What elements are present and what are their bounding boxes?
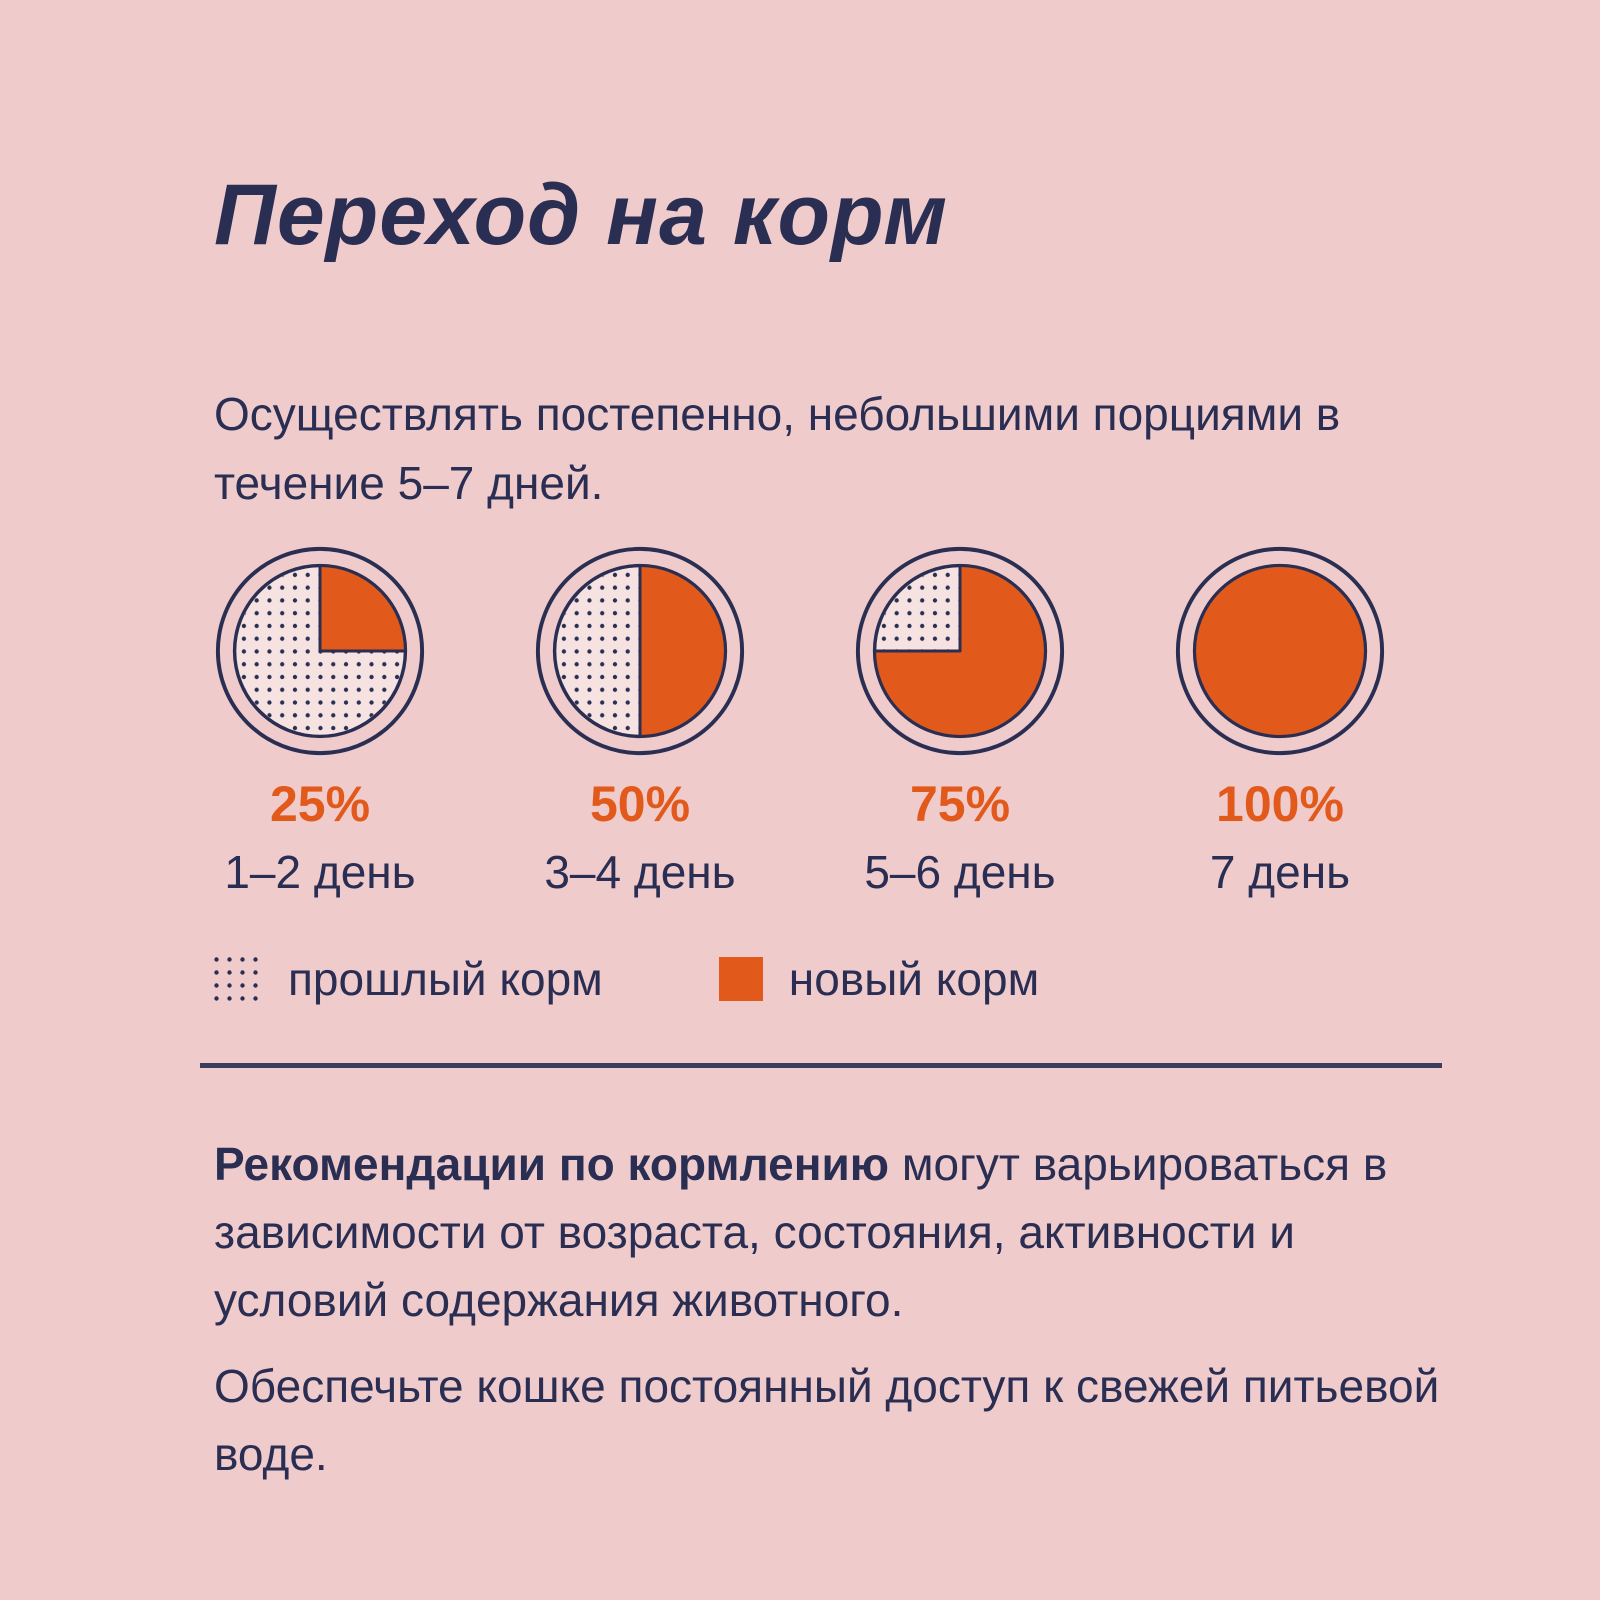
step-days-label: 3–4 день — [544, 846, 736, 898]
pie-chart-75-percent — [852, 543, 1068, 759]
legend: прошлый корм новый корм — [210, 952, 1039, 1006]
intro-text: Осуществлять постепенно, небольшими порц… — [214, 388, 1341, 509]
water-access-note: Обеспечьте кошке постоянный доступ к све… — [214, 1360, 1440, 1480]
step-percent-label: 25% — [269, 776, 371, 832]
step-days-label: 5–6 день — [864, 846, 1056, 898]
step-days-label: 7 день — [1209, 846, 1351, 898]
pie-chart-25-percent — [212, 543, 428, 759]
pie-chart-50-percent — [532, 543, 748, 759]
step-day-7: 100% 7 день — [1160, 543, 1400, 899]
step-percent-label: 50% — [589, 776, 691, 832]
pie-chart-100-percent — [1172, 543, 1388, 759]
note-rest-text: могут варьироваться в зависимости от воз… — [214, 1138, 1388, 1326]
step-day-3-4: 50% 3–4 день — [520, 543, 760, 899]
legend-item-old-food: прошлый корм — [210, 952, 603, 1006]
step-day-1-2: 25% 1–2 день — [200, 543, 440, 899]
feeding-recommendations-note: Рекомендации по кормлению могут варьиров… — [214, 1130, 1444, 1334]
legend-label-new-food: новый корм — [788, 953, 1040, 1005]
legend-item-new-food: новый корм — [718, 952, 1040, 1006]
dotted-pattern-swatch-icon — [210, 953, 262, 1005]
step-percent-label: 75% — [909, 776, 1011, 832]
note-bold-lead: Рекомендации по кормлению — [214, 1138, 890, 1190]
transition-steps: 25% 1–2 день 50% 3–4 день 75% 5–6 день 1… — [200, 543, 1400, 899]
step-days-label: 1–2 день — [224, 846, 416, 898]
step-percent-label: 100% — [1216, 776, 1344, 832]
legend-label-old-food: прошлый корм — [288, 953, 603, 1005]
step-day-5-6: 75% 5–6 день — [840, 543, 1080, 899]
divider-line — [200, 1063, 1442, 1068]
orange-square-swatch-icon — [718, 957, 763, 1001]
page-title: Переход на корм — [214, 167, 948, 263]
